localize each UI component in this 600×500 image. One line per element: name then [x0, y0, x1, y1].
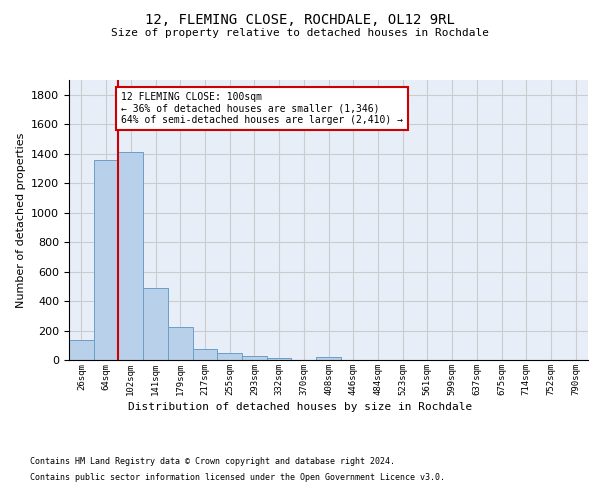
Bar: [316, 357, 341, 360]
Bar: [267, 358, 292, 360]
Text: Size of property relative to detached houses in Rochdale: Size of property relative to detached ho…: [111, 28, 489, 38]
Bar: [94, 160, 118, 360]
Y-axis label: Number of detached properties: Number of detached properties: [16, 132, 26, 308]
Text: Contains public sector information licensed under the Open Government Licence v3: Contains public sector information licen…: [30, 472, 445, 482]
Text: 12 FLEMING CLOSE: 100sqm
← 36% of detached houses are smaller (1,346)
64% of sem: 12 FLEMING CLOSE: 100sqm ← 36% of detach…: [121, 92, 403, 125]
Bar: [193, 349, 217, 360]
Bar: [118, 152, 143, 360]
Bar: [168, 327, 193, 360]
Bar: [69, 340, 94, 360]
Bar: [242, 356, 267, 360]
Bar: [217, 354, 242, 360]
Bar: [143, 288, 168, 360]
Text: Distribution of detached houses by size in Rochdale: Distribution of detached houses by size …: [128, 402, 472, 412]
Text: Contains HM Land Registry data © Crown copyright and database right 2024.: Contains HM Land Registry data © Crown c…: [30, 458, 395, 466]
Text: 12, FLEMING CLOSE, ROCHDALE, OL12 9RL: 12, FLEMING CLOSE, ROCHDALE, OL12 9RL: [145, 12, 455, 26]
